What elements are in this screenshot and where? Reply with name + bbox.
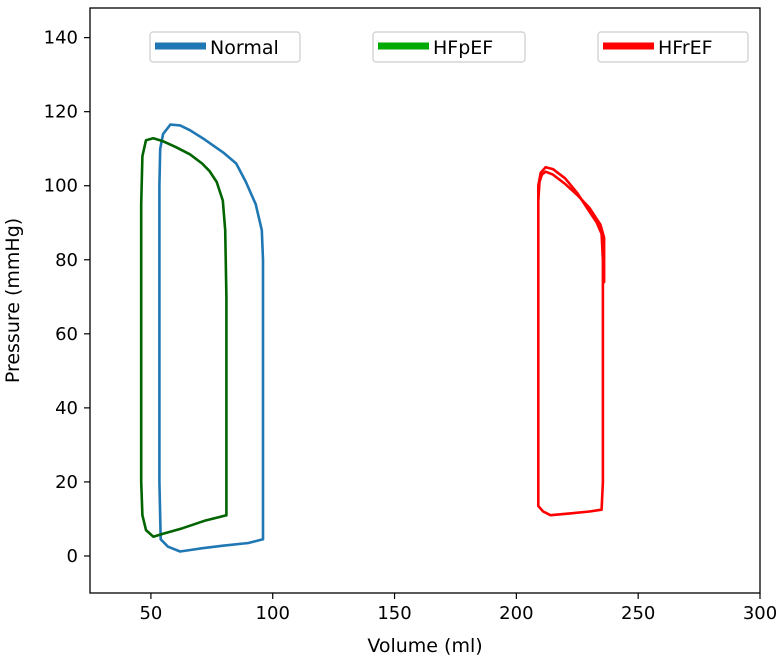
series-line-hfpef-1 [139,137,228,539]
y-tick-label: 0 [67,546,78,567]
x-axis-label: Volume (ml) [367,635,482,657]
legend: Normal HFpEF HFrEF [149,31,749,63]
y-axis-ticks: 0 20 40 60 80 100 120 140 [44,28,90,567]
series-line-hfref-1 [536,165,605,517]
y-tick-label: 120 [44,102,78,123]
y-tick-label: 40 [55,398,78,419]
legend-box [372,31,526,63]
x-tick-label: 300 [743,603,777,624]
x-tick-label: 50 [139,603,162,624]
y-tick-label: 20 [55,472,78,493]
x-tick-label: 150 [377,603,411,624]
plot-lines [139,123,606,553]
legend-label: Normal [210,37,279,59]
legend-entry-hfref: HFrEF [597,31,749,63]
y-tick-label: 100 [44,176,78,197]
y-tick-label: 60 [55,324,78,345]
x-tick-label: 200 [499,603,533,624]
y-tick-label: 140 [44,28,78,49]
legend-entry-normal: Normal [149,31,301,63]
x-tick-label: 100 [256,603,290,624]
legend-box [149,31,301,63]
legend-box [597,31,749,63]
legend-entry-hfpef: HFpEF [372,31,526,63]
y-tick-label: 80 [55,250,78,271]
series-line-hfref-2 [536,170,606,284]
x-tick-label: 250 [621,603,655,624]
legend-label: HFrEF [658,37,713,59]
series-line-normal-1 [158,123,265,553]
y-axis-label: Pressure (mmHg) [2,218,24,383]
plot-frame [89,7,761,594]
legend-label: HFpEF [433,37,493,59]
x-axis-ticks: 50 100 150 200 250 300 [139,593,777,624]
